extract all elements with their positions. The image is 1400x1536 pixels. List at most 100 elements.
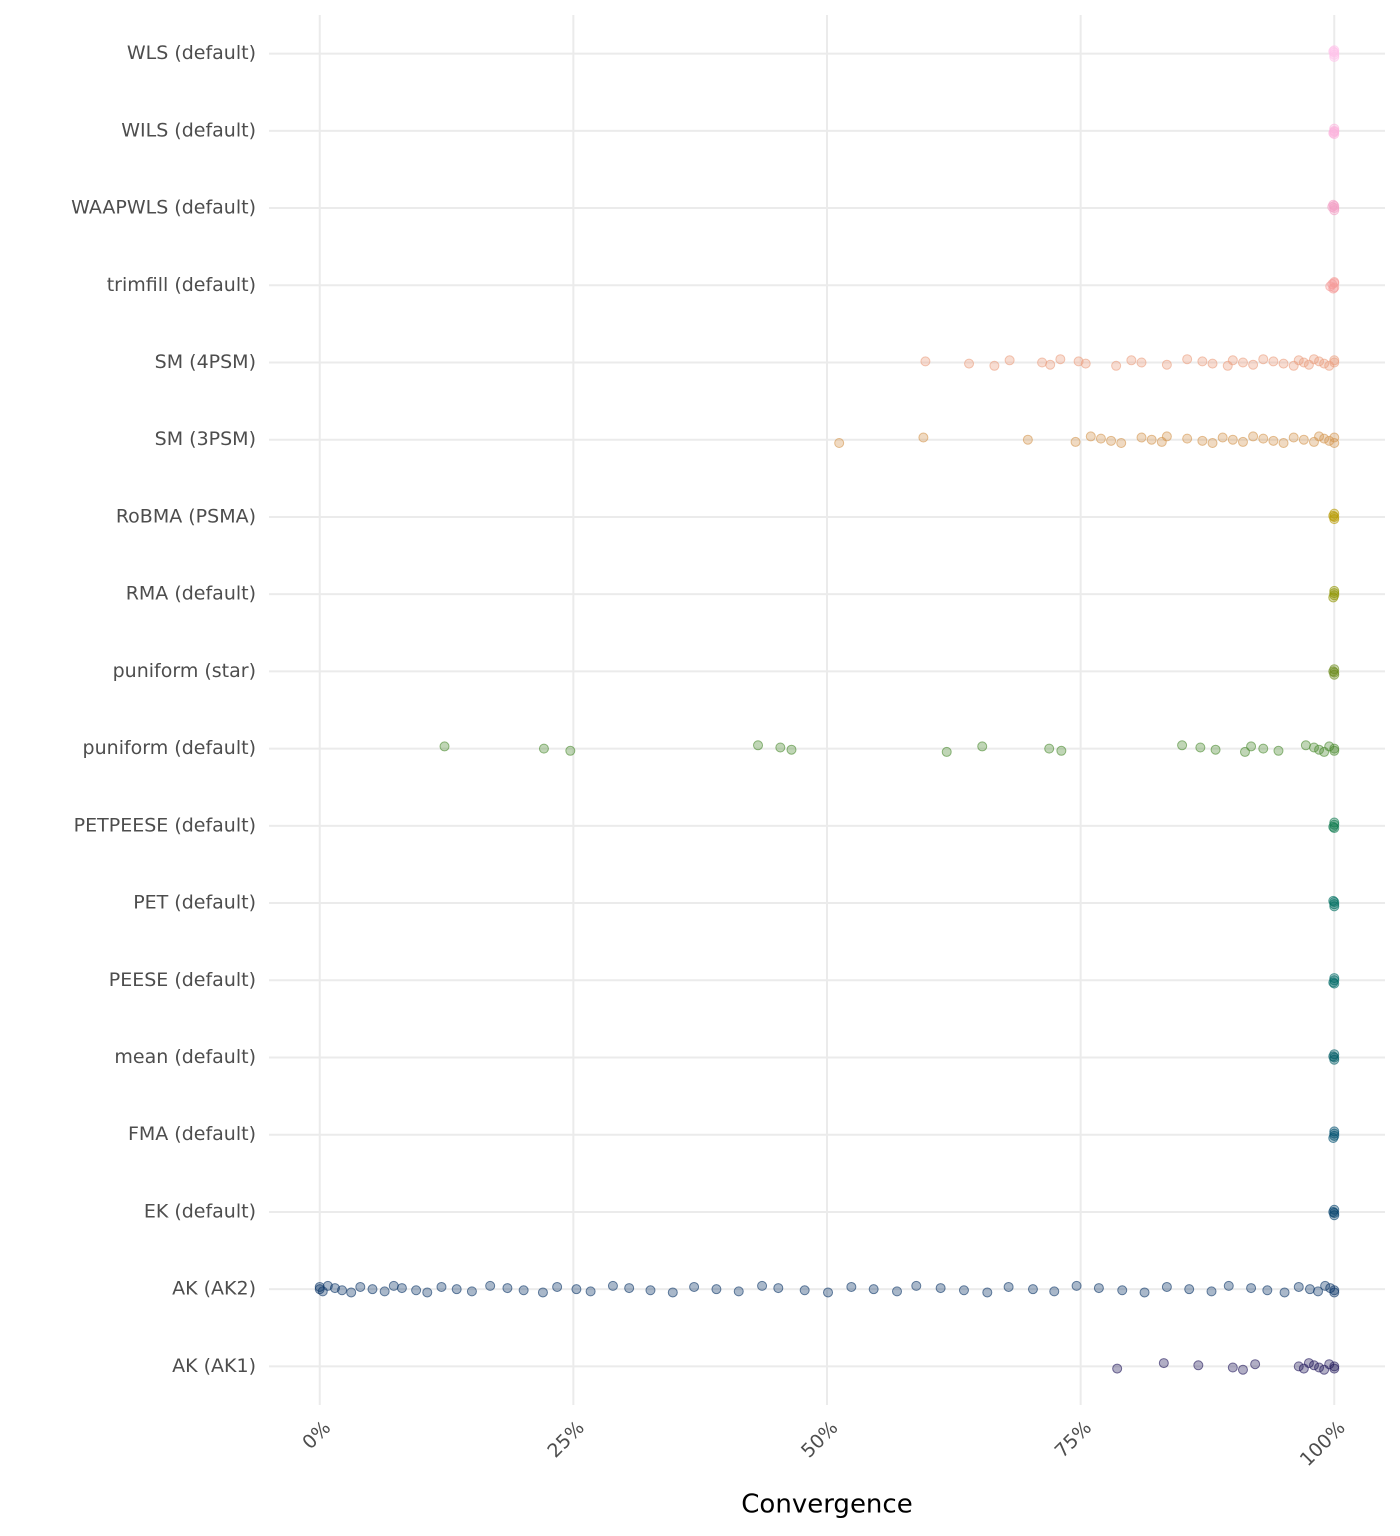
point bbox=[1227, 434, 1238, 445]
point bbox=[846, 1281, 857, 1292]
point bbox=[1328, 977, 1339, 988]
point bbox=[711, 1284, 722, 1295]
point bbox=[823, 1287, 834, 1298]
point bbox=[624, 1283, 635, 1294]
point bbox=[1246, 741, 1257, 752]
point bbox=[1161, 1281, 1172, 1292]
point bbox=[585, 1286, 596, 1297]
point bbox=[1136, 432, 1147, 443]
point bbox=[1293, 355, 1304, 366]
point bbox=[1227, 1362, 1238, 1373]
point bbox=[868, 1284, 879, 1295]
point bbox=[1303, 1358, 1314, 1369]
point bbox=[1093, 1283, 1104, 1294]
point bbox=[1327, 201, 1338, 212]
point bbox=[1004, 355, 1015, 366]
point bbox=[1268, 435, 1279, 446]
point bbox=[1308, 354, 1319, 365]
point bbox=[466, 1286, 477, 1297]
point bbox=[1314, 356, 1325, 367]
point bbox=[439, 741, 450, 752]
point bbox=[775, 742, 786, 753]
point bbox=[753, 740, 764, 751]
point bbox=[1111, 360, 1122, 371]
point bbox=[537, 1287, 548, 1298]
point bbox=[1210, 744, 1221, 755]
point bbox=[1049, 1286, 1060, 1297]
point bbox=[920, 356, 931, 367]
point bbox=[1085, 431, 1096, 442]
point bbox=[786, 744, 797, 755]
point bbox=[1329, 432, 1340, 443]
point bbox=[1300, 740, 1311, 751]
point bbox=[1278, 438, 1289, 449]
y-tick-label: mean (default) bbox=[114, 1046, 256, 1068]
point bbox=[1056, 745, 1067, 756]
point bbox=[1329, 1287, 1340, 1298]
point bbox=[485, 1280, 496, 1291]
point bbox=[918, 432, 929, 443]
y-tick-label: trimfill (default) bbox=[107, 274, 256, 296]
point bbox=[941, 746, 952, 757]
y-tick-label: RoBMA (PSMA) bbox=[116, 505, 256, 527]
point bbox=[1329, 745, 1340, 756]
point bbox=[1112, 1363, 1123, 1374]
point bbox=[757, 1280, 768, 1291]
point bbox=[1237, 1364, 1248, 1375]
point bbox=[396, 1283, 407, 1294]
point bbox=[799, 1285, 810, 1296]
point bbox=[1314, 431, 1325, 442]
point bbox=[1117, 1285, 1128, 1296]
x-tick-label: 0% bbox=[298, 1417, 335, 1454]
point bbox=[892, 1286, 903, 1297]
point bbox=[1293, 1361, 1304, 1372]
x-tick-label: 50% bbox=[797, 1417, 842, 1462]
point bbox=[1298, 357, 1309, 368]
point bbox=[1319, 433, 1330, 444]
x-tick-label: 100% bbox=[1296, 1417, 1350, 1471]
point bbox=[1003, 1281, 1014, 1292]
point bbox=[1158, 1358, 1169, 1369]
y-tick-label: PET (default) bbox=[133, 892, 256, 914]
point bbox=[1207, 358, 1218, 369]
point bbox=[1207, 438, 1218, 449]
point bbox=[667, 1287, 678, 1298]
point bbox=[538, 743, 549, 754]
point bbox=[1055, 354, 1066, 365]
point bbox=[982, 1287, 993, 1298]
point bbox=[388, 1280, 399, 1291]
y-tick-label: WLS (default) bbox=[127, 42, 256, 64]
point bbox=[1182, 433, 1193, 444]
point bbox=[1328, 821, 1339, 832]
point bbox=[1328, 128, 1339, 139]
point bbox=[1177, 740, 1188, 751]
point bbox=[571, 1284, 582, 1295]
point bbox=[1329, 438, 1340, 449]
point bbox=[1027, 1284, 1038, 1295]
point bbox=[346, 1287, 357, 1298]
point bbox=[1308, 1360, 1319, 1371]
point bbox=[1324, 435, 1335, 446]
point bbox=[1106, 435, 1117, 446]
point bbox=[1095, 433, 1106, 444]
point bbox=[645, 1285, 656, 1296]
point bbox=[367, 1284, 378, 1295]
point bbox=[451, 1284, 462, 1295]
point bbox=[1197, 435, 1208, 446]
point bbox=[834, 438, 845, 449]
point bbox=[1071, 1280, 1082, 1291]
point bbox=[1070, 436, 1081, 447]
point bbox=[1319, 358, 1330, 369]
point bbox=[1329, 1363, 1340, 1374]
point bbox=[1248, 359, 1259, 370]
y-tick-label: EK (default) bbox=[144, 1200, 256, 1222]
point bbox=[1329, 357, 1340, 368]
y-tick-label: AK (AK2) bbox=[172, 1278, 256, 1300]
point bbox=[1182, 354, 1193, 365]
point bbox=[1258, 433, 1269, 444]
point bbox=[1288, 432, 1299, 443]
y-tick-label: WAAPWLS (default) bbox=[71, 197, 256, 219]
point bbox=[1223, 1280, 1234, 1291]
point bbox=[1320, 1280, 1331, 1291]
point bbox=[1328, 666, 1339, 677]
